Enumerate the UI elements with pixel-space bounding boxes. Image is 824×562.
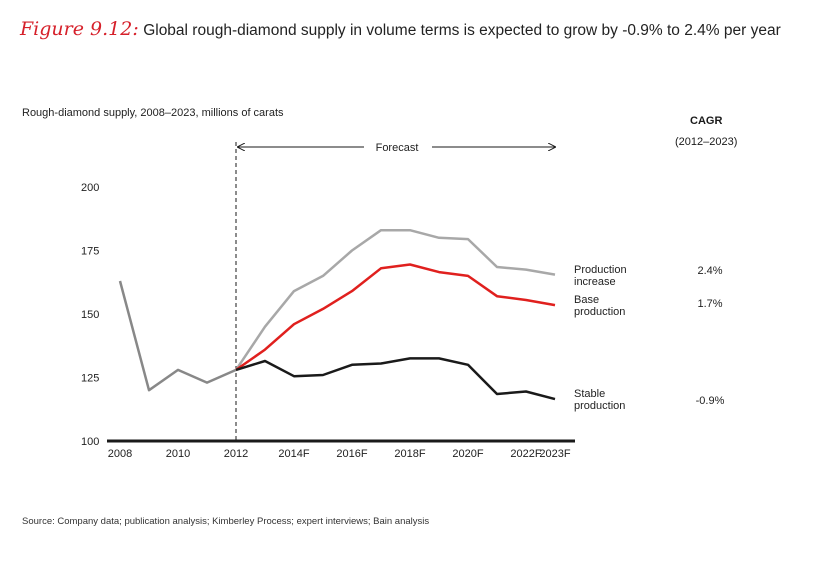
series-label-production-increase: Production increase — [574, 264, 627, 288]
series-line-history — [118, 280, 237, 392]
cagr-value-production-increase: 2.4% — [697, 265, 722, 277]
x-tick-label: 2018F — [394, 448, 425, 460]
x-tick-label: 2016F — [336, 448, 367, 460]
x-tick-label: 2022F — [510, 448, 541, 460]
figure-title-text: Global rough-diamond supply in volume te… — [143, 22, 781, 39]
y-tick-label: 175 — [81, 246, 99, 258]
figure-title: Figure 9.12: Global rough-diamond supply… — [20, 18, 781, 40]
series-line-production-increase — [234, 228, 556, 371]
x-tick-label: 2023F — [539, 448, 570, 460]
cagr-value-stable-production: -0.9% — [696, 395, 725, 407]
chart-subtitle: Rough-diamond supply, 2008–2023, million… — [22, 107, 284, 119]
cagr-title: CAGR — [690, 115, 723, 127]
x-tick-label: 2012 — [224, 448, 248, 460]
figure-label: Figure 9.12: — [20, 18, 139, 40]
x-tick-label: 2014F — [278, 448, 309, 460]
y-tick-label: 150 — [81, 309, 99, 321]
forecast-label: Forecast — [376, 142, 419, 154]
y-tick-label: 200 — [81, 182, 99, 194]
cagr-period: (2012–2023) — [675, 136, 738, 148]
y-tick-label: 100 — [81, 436, 99, 448]
x-tick-label: 2020F — [452, 448, 483, 460]
series-line-stable-production — [235, 357, 556, 401]
source-note: Source: Company data; publication analys… — [22, 516, 430, 527]
series-label-stable-production: Stable production — [574, 388, 625, 412]
series-line-base-production — [235, 263, 556, 371]
series-label-base-production: Base production — [574, 294, 625, 318]
x-tick-label: 2008 — [108, 448, 132, 460]
y-tick-label: 125 — [81, 373, 99, 385]
cagr-value-base-production: 1.7% — [697, 298, 722, 310]
x-tick-label: 2010 — [166, 448, 190, 460]
